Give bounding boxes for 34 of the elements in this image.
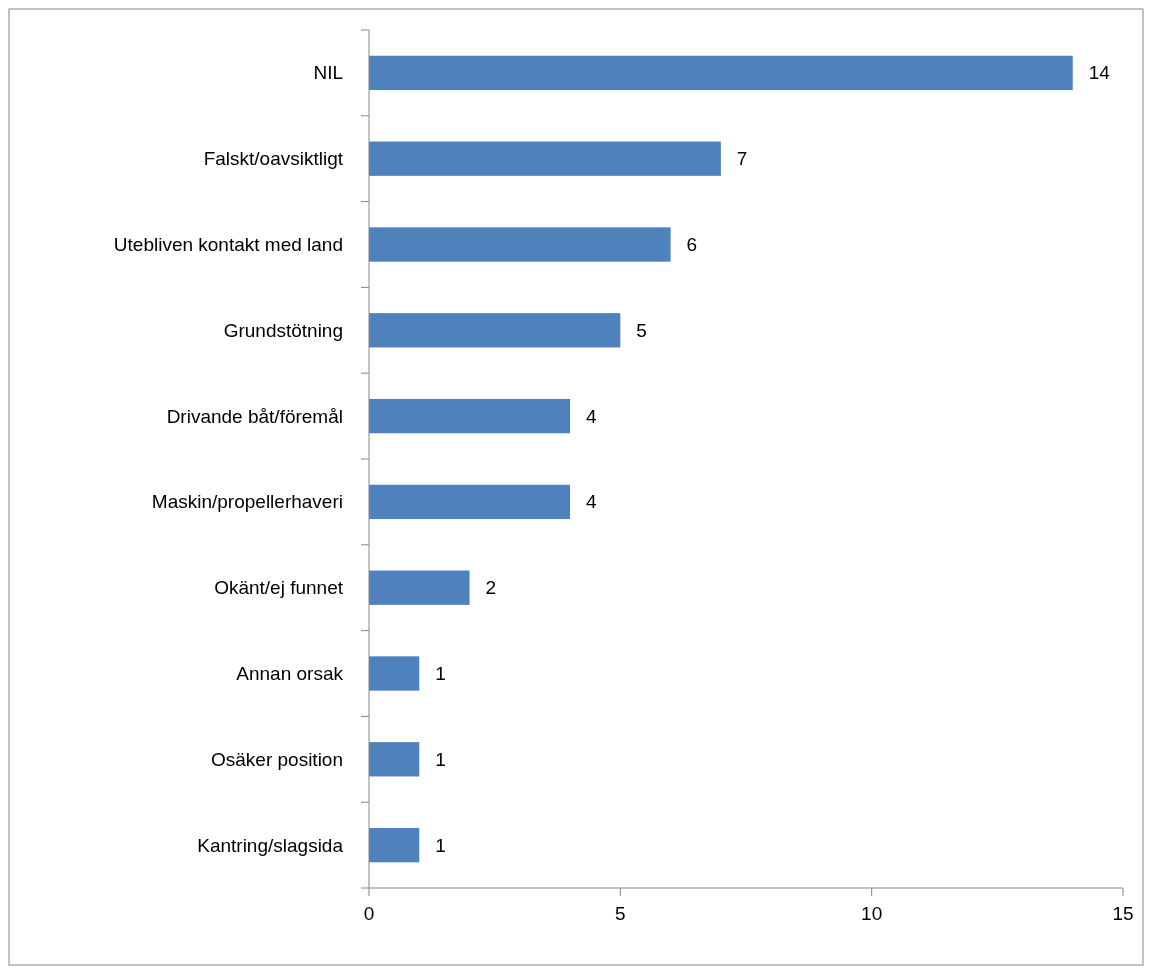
data-label: 1 <box>435 663 446 684</box>
bar <box>369 742 420 777</box>
y-tick-label: Osäker position <box>210 748 343 770</box>
y-tick-label: Utebliven kontakt med land <box>113 234 343 255</box>
x-tick-label: 5 <box>615 903 626 924</box>
data-label: 4 <box>586 405 598 427</box>
bar <box>369 141 721 176</box>
data-label: 1 <box>435 748 446 770</box>
x-tick-label: 15 <box>1112 903 1134 924</box>
y-tick-label: Kantring/slagsida <box>197 834 344 856</box>
data-label: 4 <box>586 491 598 513</box>
x-tick-label: 10 <box>861 903 883 924</box>
y-tick-label: Falskt/oavsiktligt <box>203 148 344 170</box>
bar <box>369 656 420 691</box>
bar <box>369 570 470 605</box>
bar <box>369 55 1073 91</box>
bar <box>369 398 571 434</box>
data-label: 7 <box>736 148 748 170</box>
bar <box>369 313 621 348</box>
y-tick-label: NIL <box>313 62 343 84</box>
y-tick-label: Drivande båt/föremål <box>166 405 343 427</box>
y-tick-label: Annan orsak <box>236 663 344 684</box>
data-label: 1 <box>435 834 446 856</box>
x-tick-label: 0 <box>363 903 375 924</box>
data-label: 2 <box>485 577 497 599</box>
data-label: 5 <box>636 319 647 341</box>
y-tick-label: Okänt/ej funnet <box>214 577 344 599</box>
bar <box>369 827 420 863</box>
data-label: 14 <box>1088 62 1111 84</box>
bar <box>369 484 571 520</box>
data-label: 6 <box>686 234 698 255</box>
y-tick-label: Maskin/propellerhaveri <box>151 491 343 513</box>
y-tick-label: Grundstötning <box>223 319 343 341</box>
bar <box>369 227 671 262</box>
